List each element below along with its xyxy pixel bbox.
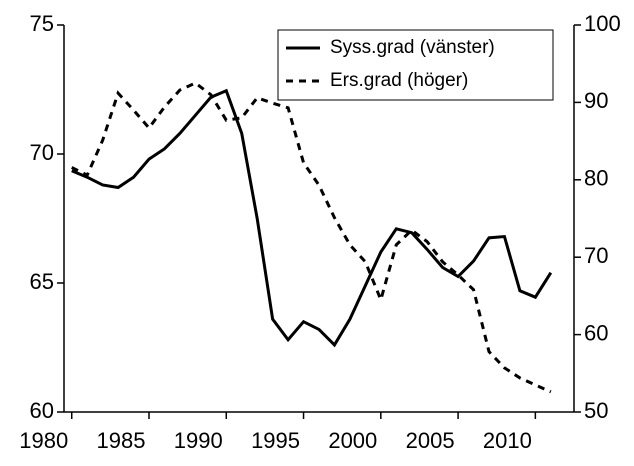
x-tick-label: 2000 [328,428,377,453]
y-tick-label: 75 [30,11,54,36]
x-tick-label: 1980 [19,428,68,453]
y2-tick-label: 70 [584,243,608,268]
legend: Syss.grad (vänster) Ers.grad (höger) [277,29,554,101]
y-tick-label: 65 [30,269,54,294]
x-tick-label: 1990 [174,428,223,453]
y2-tick-label: 50 [584,398,608,423]
y2-tick-label: 90 [584,88,608,113]
legend-box [277,29,554,101]
y2-tick-label: 60 [584,320,608,345]
y-tick-label: 60 [30,398,54,423]
x-tick-label: 1995 [251,428,300,453]
y2-tick-label: 80 [584,166,608,191]
line-series [71,88,553,348]
legend-label: Syss.grad (vänster) [330,37,495,58]
x-tick-label: 2005 [406,428,455,453]
x-tick-label: 2010 [483,428,532,453]
y2-tick-label: 100 [584,11,621,36]
y-tick-label: 70 [30,140,54,165]
x-tick-label: 1985 [97,428,146,453]
line-series [71,81,552,394]
legend-label: Ers.grad (höger) [330,70,468,91]
